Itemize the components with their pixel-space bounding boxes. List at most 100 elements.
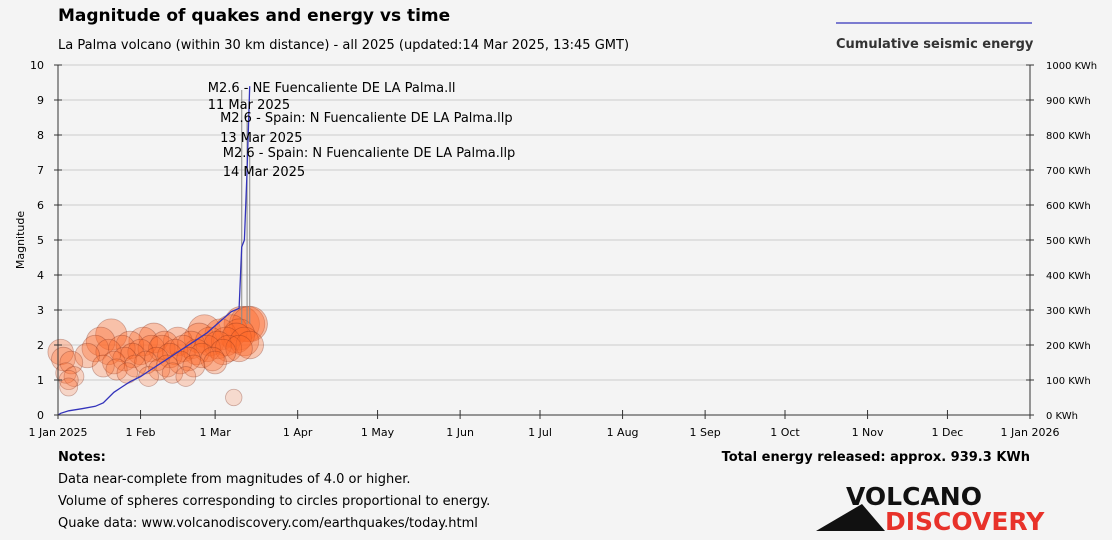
x-tick-label: 1 Nov xyxy=(852,426,884,439)
y-tick-label: 1 xyxy=(37,374,44,387)
y-tick-label: 3 xyxy=(37,304,44,317)
y-tick-label: 0 xyxy=(37,409,44,422)
quake-bubble xyxy=(163,326,193,357)
y-tick-label: 4 xyxy=(37,269,44,282)
x-tick-label: 1 Jul xyxy=(528,426,552,439)
quake-bubble xyxy=(63,366,85,387)
quake-bubble xyxy=(235,330,264,360)
quake-bubble xyxy=(115,330,145,360)
x-tick-label: 1 Aug xyxy=(607,426,639,439)
annotation-label: M2.6 - Spain: N Fuencaliente DE LA Palma… xyxy=(220,111,513,126)
quake-bubble xyxy=(138,322,170,354)
quake-bubble xyxy=(134,350,158,375)
quake-bubble xyxy=(214,334,243,363)
y-tick-label: 5 xyxy=(37,234,44,247)
x-tick-label: 1 Oct xyxy=(770,426,800,439)
logo-text-discovery: DISCOVERY xyxy=(885,507,1045,536)
quake-bubble xyxy=(189,342,215,369)
quake-bubble xyxy=(168,350,193,375)
annotation-label: M2.6 - NE Fuencaliente DE LA Palma.ll xyxy=(208,81,456,96)
notes-line: Quake data: www.volcanodiscovery.com/ear… xyxy=(58,516,478,531)
y2-tick-label: 900 KWh xyxy=(1046,96,1091,107)
y2-tick-label: 500 KWh xyxy=(1046,236,1091,247)
annotation-date: 11 Mar 2025 xyxy=(208,98,290,113)
annotations: M2.6 - NE Fuencaliente DE LA Palma.ll 11 … xyxy=(208,81,516,180)
quake-bubble xyxy=(175,366,197,387)
quake-bubble xyxy=(138,366,159,387)
y-tick-label: 9 xyxy=(37,94,44,107)
logo-volcano-icon xyxy=(816,504,885,531)
quake-bubble xyxy=(95,318,128,351)
legend-label: Cumulative seismic energy xyxy=(836,37,1034,52)
y-tick-label: 2 xyxy=(37,339,44,352)
y2-tick-label: 700 KWh xyxy=(1046,166,1091,177)
x-tick-label: 1 May xyxy=(361,426,395,439)
quake-bubble xyxy=(81,334,109,363)
quake-bubble xyxy=(203,350,227,375)
x-tick-label: 1 Apr xyxy=(283,426,313,439)
notes-line: Volume of spheres corresponding to circl… xyxy=(58,494,490,509)
annotation-date: 14 Mar 2025 xyxy=(223,165,305,180)
legend: Cumulative seismic energy xyxy=(836,22,1034,52)
y2-tick-label: 300 KWh xyxy=(1046,306,1091,317)
quake-bubble xyxy=(225,334,253,363)
grid xyxy=(58,64,1030,381)
y2-tick-label: 0 KWh xyxy=(1046,411,1078,422)
y2-tick-label: 200 KWh xyxy=(1046,341,1091,352)
quake-bubble xyxy=(182,354,206,378)
quake-bubble xyxy=(59,350,84,375)
quake-bubble xyxy=(102,350,126,375)
y-tick-label: 10 xyxy=(30,59,44,72)
x-tick-label: 1 Jan 2025 xyxy=(29,426,88,439)
quake-bubble xyxy=(209,338,237,366)
quake-bubble xyxy=(47,338,74,366)
y2-tick-label: 800 KWh xyxy=(1046,131,1091,142)
quake-bubble xyxy=(128,326,158,357)
quake-bubble xyxy=(223,318,256,351)
y2-tick-label: 400 KWh xyxy=(1046,271,1091,282)
quake-bubble xyxy=(119,342,146,369)
y-tick-label: 8 xyxy=(37,129,44,142)
quake-bubble xyxy=(193,334,221,363)
chart-title: Magnitude of quakes and energy vs time xyxy=(58,6,450,26)
quake-bubble xyxy=(211,326,241,357)
quake-bubble xyxy=(123,354,147,378)
notes: Notes: Data near-complete from magnitude… xyxy=(58,450,490,531)
quake-bubble xyxy=(225,388,243,407)
logo-text-volcano: VOLCANO xyxy=(846,482,982,511)
quake-bubble xyxy=(229,326,260,357)
y-tick-label: 6 xyxy=(37,199,44,212)
y2-tick-label: 100 KWh xyxy=(1046,376,1091,387)
quake-bubbles xyxy=(47,305,268,407)
quake-bubble xyxy=(161,362,184,384)
volcanodiscovery-logo: VOLCANO DISCOVERY xyxy=(816,482,1045,536)
x-tick-label: 1 Mar xyxy=(199,426,231,439)
quake-bubble xyxy=(150,330,179,360)
x-tick-label: 1 Jun xyxy=(446,426,474,439)
quake-bubble xyxy=(108,334,136,363)
quake-bubble xyxy=(137,334,165,363)
quake-bubble xyxy=(200,346,225,372)
total-energy: Total energy released: approx. 939.3 KWh xyxy=(722,450,1030,465)
quake-bubble xyxy=(127,338,154,366)
quake-bubble xyxy=(221,322,252,354)
y2-tick-label: 600 KWh xyxy=(1046,201,1091,212)
chart-subtitle: La Palma volcano (within 30 km distance)… xyxy=(58,38,629,53)
quake-bubble xyxy=(91,354,115,378)
notes-heading: Notes: xyxy=(58,450,106,465)
quake-bubble xyxy=(85,326,116,357)
x-tick-label: 1 Sep xyxy=(689,426,720,439)
quake-bubble xyxy=(214,314,248,348)
quake-bubble xyxy=(176,346,201,372)
x-tick-label: 1 Jan 2026 xyxy=(1001,426,1060,439)
x-tick-label: 1 Dec xyxy=(932,426,964,439)
quake-bubble xyxy=(195,326,225,357)
quake-bubble xyxy=(51,346,76,372)
quake-bubble xyxy=(55,362,77,384)
quake-bubble xyxy=(74,342,100,369)
y2-tick-label: 1000 KWh xyxy=(1046,61,1097,72)
quake-bubble xyxy=(148,358,171,381)
